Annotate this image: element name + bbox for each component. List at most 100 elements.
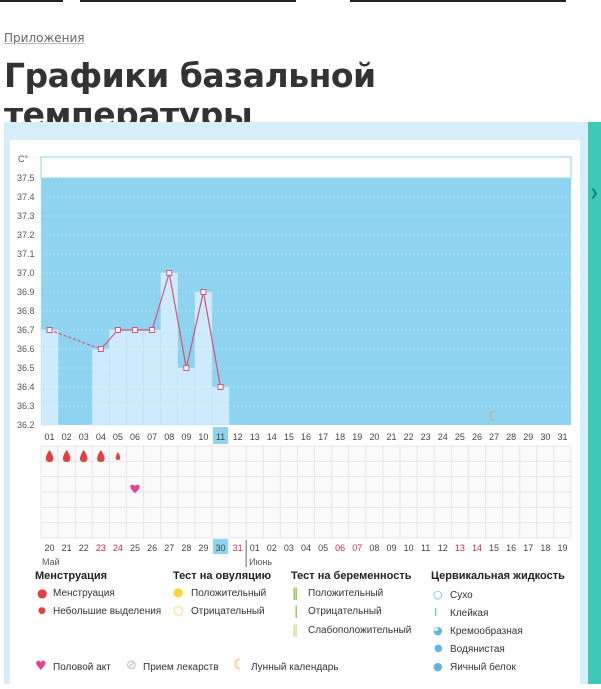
month-label-start: Май <box>42 557 60 567</box>
temperature-bar <box>143 329 161 426</box>
cycle-day-label: 06 <box>130 432 140 442</box>
legend-menstruation: Менструация <box>53 588 115 599</box>
y-tick-label: 37.0 <box>17 268 35 278</box>
cycle-day-label: 29 <box>523 432 533 442</box>
blood-drop-icon <box>45 450 54 462</box>
calendar-date-label: 10 <box>404 543 414 553</box>
calendar-date-label: 11 <box>421 543 430 553</box>
calendar-date-label: 17 <box>523 543 533 553</box>
calendar-date-label: 02 <box>267 543 277 553</box>
calendar-date-label: 12 <box>438 543 448 553</box>
calendar-date-label: 29 <box>198 543 208 553</box>
temperature-line-segment <box>100 329 119 350</box>
calendar-date-label: 25 <box>130 543 140 553</box>
calendar-date-label: 26 <box>147 543 157 553</box>
temperature-point <box>149 327 156 333</box>
calendar-date-label: 04 <box>301 543 311 553</box>
temperature-point <box>200 289 207 295</box>
calendar-date-label: 27 <box>164 543 174 553</box>
temperature-line-segment <box>49 329 102 350</box>
moon-icon: ☾ <box>233 657 246 673</box>
cycle-day-label: 09 <box>181 432 191 442</box>
cycle-day-label: 01 <box>45 432 55 442</box>
side-panel-toggle[interactable]: ❯ <box>588 122 601 684</box>
cycle-day-label: 18 <box>335 432 345 442</box>
cycle-day-label: 17 <box>318 432 328 442</box>
calendar-date-label: 07 <box>352 543 362 553</box>
y-tick-label: 36.6 <box>17 344 35 354</box>
cycle-day-label: 19 <box>352 432 362 442</box>
y-tick-label: 36.3 <box>17 401 35 411</box>
y-tick-label: 36.4 <box>17 382 35 392</box>
calendar-date-label: 09 <box>386 543 396 553</box>
legend-pregnancy-positive: Положительный <box>308 588 384 599</box>
top-bars <box>0 0 601 3</box>
temperature-point <box>132 327 139 333</box>
calendar-date-label: 15 <box>489 543 499 553</box>
y-tick-label: 36.9 <box>17 287 35 297</box>
temperature-bar <box>109 329 127 426</box>
legend-pregnancy-weak: Слабоположительный <box>308 625 412 636</box>
pregnancy-weak-icon: ‖ <box>292 623 298 637</box>
legend-ovulation-positive: Положительный <box>191 588 267 599</box>
calendar-date-label: 31 <box>233 543 243 553</box>
cycle-day-label: 24 <box>438 432 448 442</box>
y-tick-label: 37.3 <box>17 211 35 221</box>
temperature-point <box>183 365 190 371</box>
cycle-day-label: 02 <box>62 432 72 442</box>
y-tick-label: 37.5 <box>17 173 35 183</box>
cycle-day-label: 26 <box>472 432 482 442</box>
legend-light-discharge: Небольшие выделения <box>53 606 162 617</box>
temperature-bar <box>126 329 144 426</box>
blood-drop-icon <box>62 450 71 462</box>
heart-icon: ♥ <box>35 659 47 674</box>
legend-watery: Водянистая <box>450 644 505 655</box>
small-drop-icon: ● <box>38 606 46 616</box>
calendar-date-label: 28 <box>181 543 191 553</box>
pregnancy-negative-icon: | <box>294 604 299 618</box>
temperature-point <box>114 327 121 333</box>
today-date-highlight <box>212 539 229 554</box>
small-drop-icon <box>115 452 121 460</box>
calendar-date-label: 06 <box>335 543 345 553</box>
dry-icon: ○ <box>433 588 443 601</box>
breadcrumb-link[interactable]: Приложения <box>4 31 85 45</box>
temperature-line-segment <box>168 272 187 369</box>
watery-icon: ● <box>434 643 443 654</box>
y-axis-label: C° <box>18 154 28 164</box>
legend-menstruation-title: Менструация <box>35 570 108 582</box>
calendar-date-label: 13 <box>455 543 465 553</box>
legend-creamy: Кремообразная <box>450 626 523 637</box>
cycle-day-label: 25 <box>455 432 465 442</box>
legend-pregnancy-title: Тест на беременность <box>291 570 412 582</box>
cycle-day-label: 23 <box>421 432 431 442</box>
cycle-day-label: 04 <box>96 432 106 442</box>
creamy-icon: ◕ <box>433 624 443 637</box>
sticky-icon: I <box>434 606 438 619</box>
pill-icon: ⊘ <box>126 658 137 673</box>
legend-egg-white: Яичный белок <box>450 662 516 673</box>
cycle-day-label: 03 <box>79 432 89 442</box>
legend-cervical-title: Цервикальная жидкость <box>431 570 565 582</box>
temperature-line-segment <box>202 291 222 388</box>
legend-medication: Прием лекарств <box>143 662 219 673</box>
calendar-date-label: 16 <box>506 543 516 553</box>
legend-intercourse: Половой акт <box>53 662 111 673</box>
cycle-day-label: 07 <box>147 432 157 442</box>
temperature-bar <box>177 367 196 426</box>
y-tick-label: 36.8 <box>17 306 35 316</box>
cycle-day-label: 30 <box>540 432 550 442</box>
calendar-date-label: 20 <box>45 543 55 553</box>
moon-icon: ☾ <box>488 409 501 425</box>
temperature-point <box>97 346 104 352</box>
cycle-day-label: 28 <box>506 432 516 442</box>
cycle-day-label: 10 <box>198 432 208 442</box>
calendar-date-label: 14 <box>472 543 482 553</box>
calendar-date-label: 05 <box>318 543 328 553</box>
y-tick-label: 36.7 <box>17 325 35 335</box>
calendar-date-label: 21 <box>62 543 72 553</box>
temperature-point <box>217 384 224 390</box>
temperature-line-segment <box>185 291 205 369</box>
chart-top-band <box>40 156 572 179</box>
